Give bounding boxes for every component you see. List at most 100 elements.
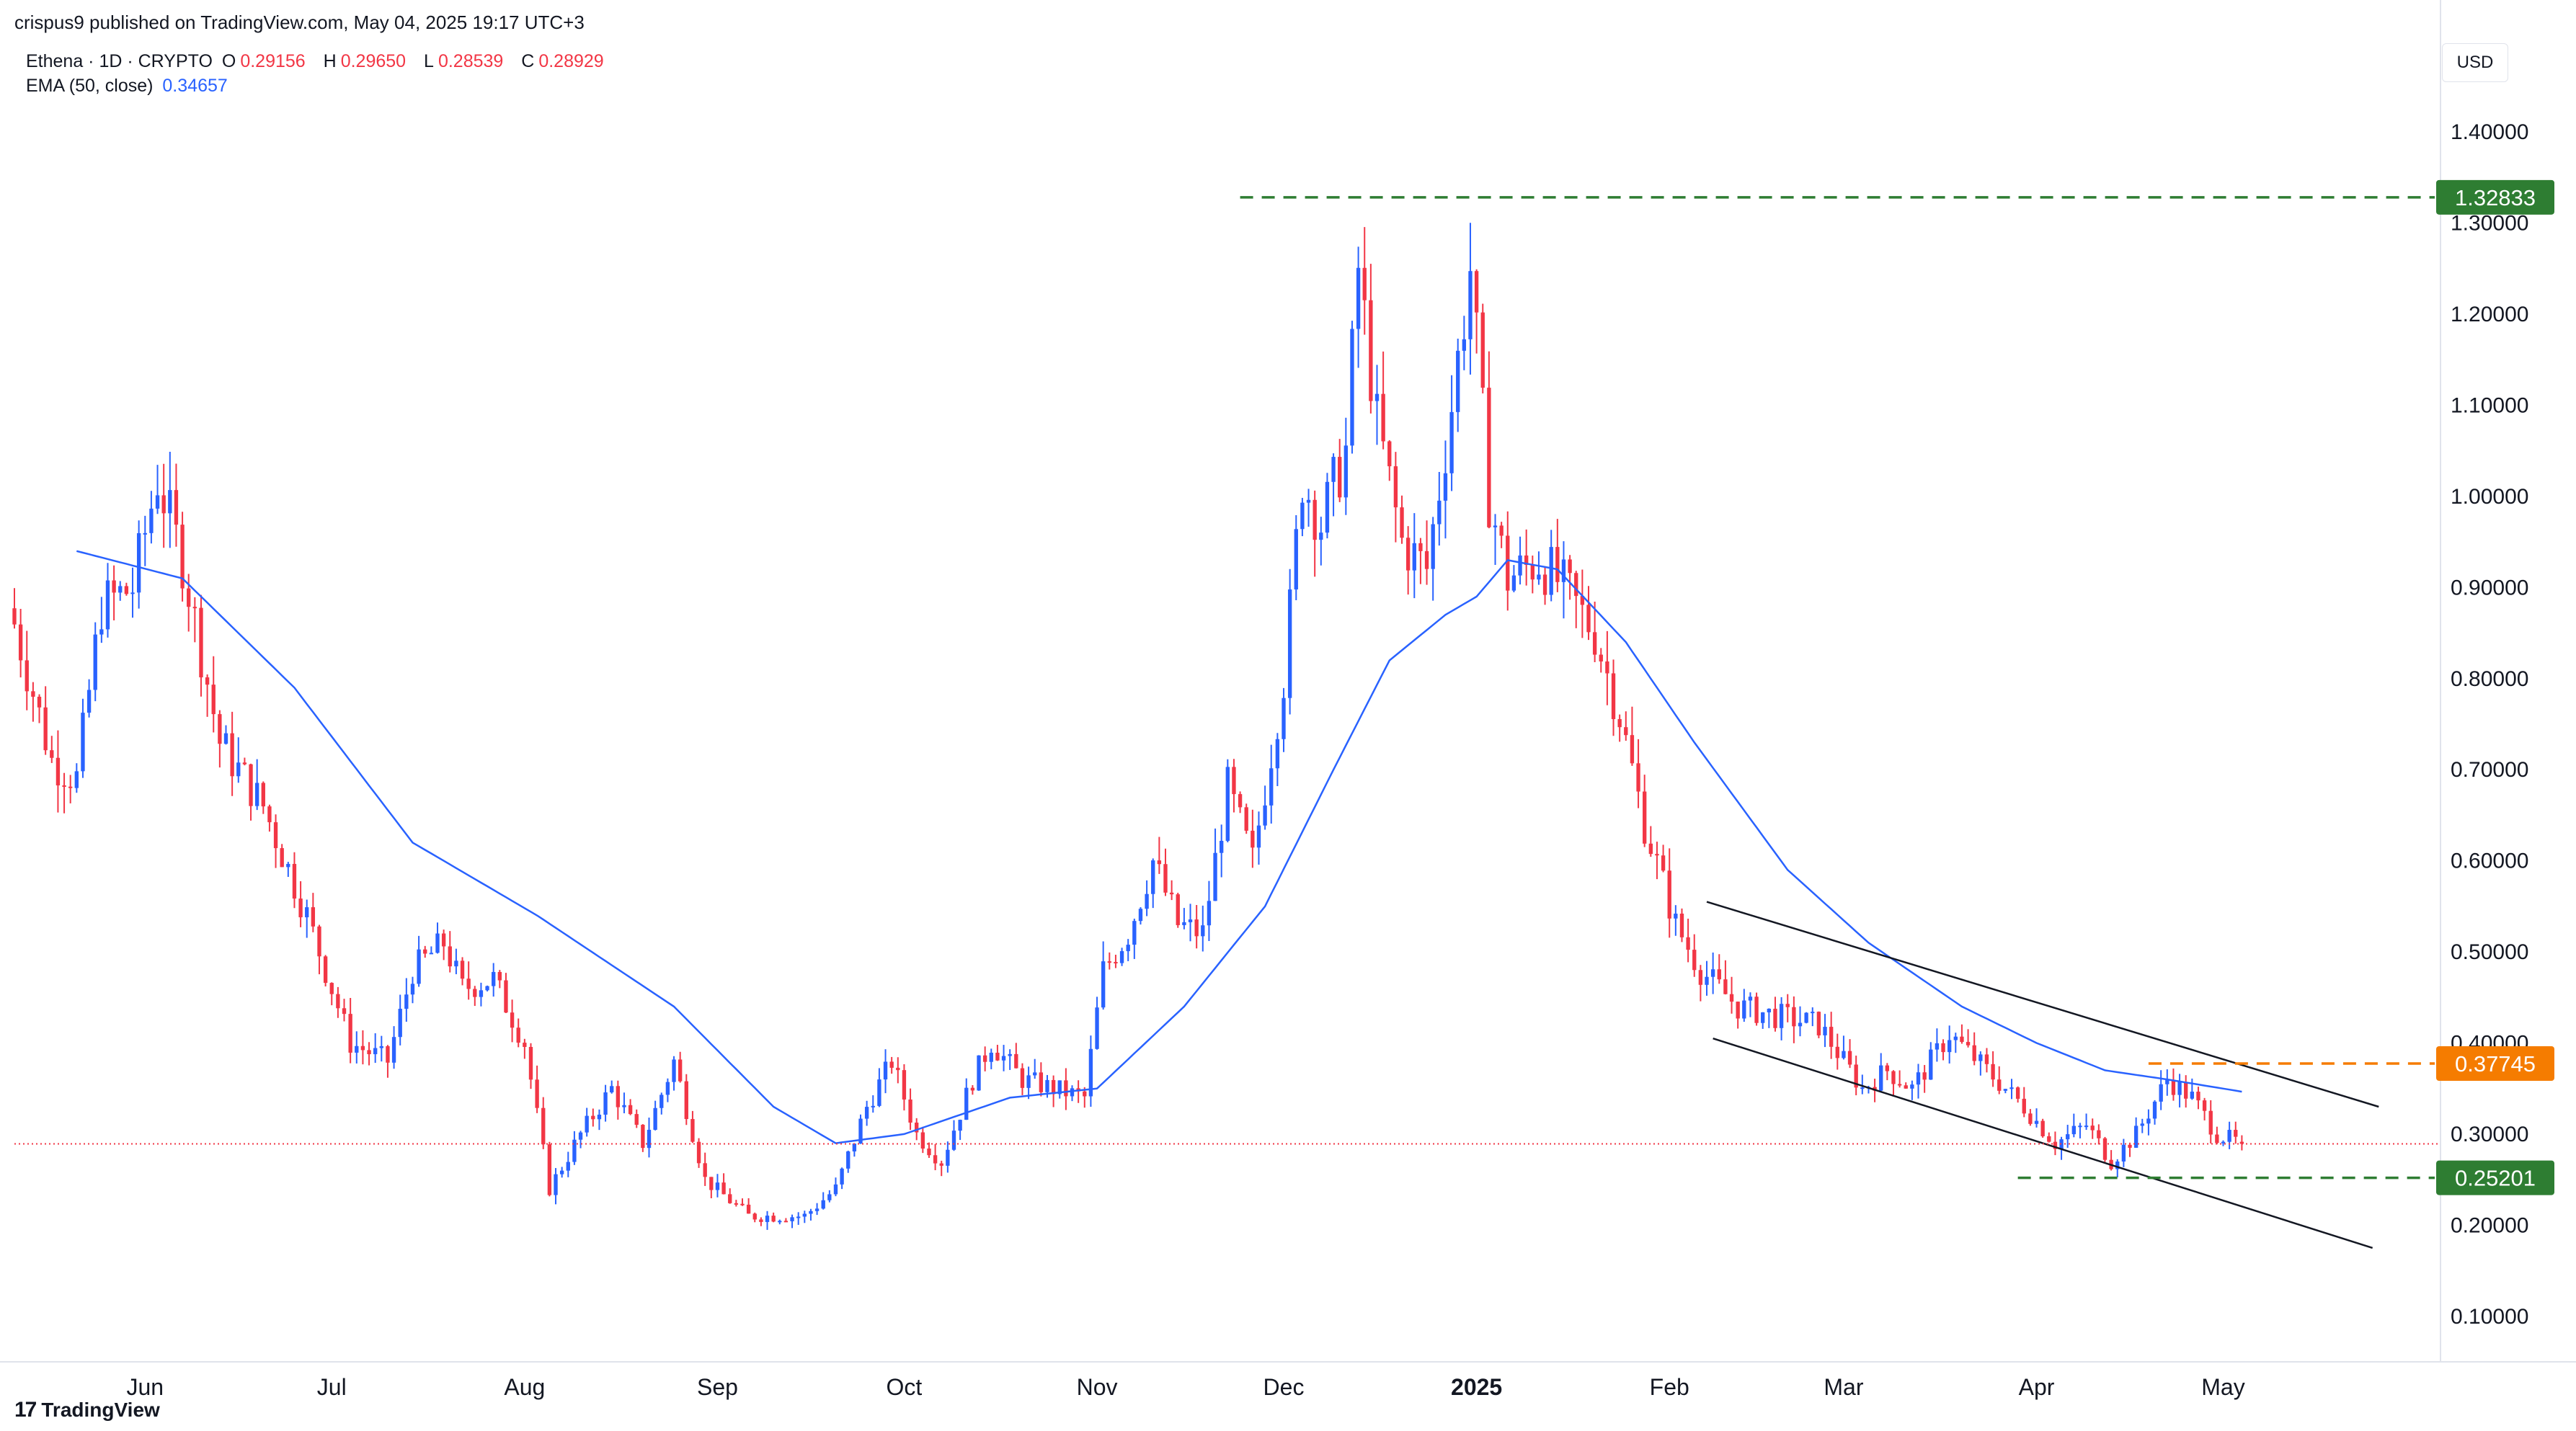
candle-body <box>740 1203 745 1205</box>
candle-body <box>2066 1134 2070 1140</box>
candle-body <box>951 1131 956 1150</box>
candle-body <box>1393 466 1398 508</box>
candle-body <box>355 1046 359 1053</box>
candle-body <box>267 806 272 823</box>
candle-body <box>311 907 316 927</box>
candle-body <box>1997 1079 2002 1091</box>
candle-body <box>659 1095 664 1108</box>
candle-body <box>796 1216 801 1218</box>
candle-body <box>547 1144 552 1195</box>
candle-body <box>2102 1138 2108 1160</box>
candle-body <box>541 1107 546 1145</box>
level-badge-label: 1.32833 <box>2455 185 2536 210</box>
candle-body <box>1176 894 1180 925</box>
candle-body <box>1107 961 1111 963</box>
currency-button[interactable]: USD <box>2442 43 2508 82</box>
tradingview-logo[interactable]: 17 TradingView <box>14 1398 160 1422</box>
candle-body <box>504 980 508 1013</box>
candle-body <box>254 783 259 806</box>
level-badge-label: 0.37745 <box>2455 1051 2536 1076</box>
candle-body <box>1126 945 1130 952</box>
candle-body <box>2028 1113 2033 1124</box>
candle-body <box>1418 543 1423 551</box>
candle-body <box>448 946 452 967</box>
ema-label[interactable]: EMA (50, close) <box>26 76 154 96</box>
candle-body <box>2115 1161 2120 1169</box>
candle-body <box>809 1211 813 1214</box>
candle-body <box>1064 1080 1068 1097</box>
candle-body <box>423 949 427 954</box>
candle-body <box>460 960 465 979</box>
candle-body <box>68 786 73 788</box>
x-tick-label: Jun <box>126 1374 164 1400</box>
tradingview-brand: TradingView <box>41 1399 160 1421</box>
candle-body <box>1592 632 1597 655</box>
candle-body <box>1537 574 1541 580</box>
candle-body <box>305 907 309 918</box>
candle-body <box>211 685 216 715</box>
candle-body <box>1157 860 1162 865</box>
candle-body <box>1792 1007 1796 1027</box>
candle-body <box>1972 1045 1976 1061</box>
candle-body <box>1897 1084 1902 1086</box>
candle-body <box>2227 1130 2231 1142</box>
candle-body <box>1953 1036 1958 1040</box>
candle-body <box>1561 559 1566 582</box>
candle-body <box>1847 1051 1852 1065</box>
candle-body <box>1710 969 1715 977</box>
candle-body <box>765 1216 770 1222</box>
candle-body <box>933 1155 938 1164</box>
candle-body <box>2003 1089 2008 1091</box>
candle-body <box>391 1037 396 1063</box>
candle-body <box>1493 525 1498 527</box>
candle-body <box>1132 921 1137 945</box>
candle-body <box>1568 559 1572 574</box>
candle-body <box>1785 1004 1790 1007</box>
candle-body <box>236 762 241 777</box>
candle-body <box>2234 1130 2238 1137</box>
candle-body <box>883 1061 888 1080</box>
candle-body <box>199 607 203 678</box>
candle-body <box>118 586 123 593</box>
candle-body <box>908 1099 912 1123</box>
candle-body <box>1424 550 1429 569</box>
candle-body <box>2140 1123 2144 1126</box>
candle-body <box>1767 1008 1772 1012</box>
candle-body <box>1674 913 1678 919</box>
tradingview-logo-icon: 17 <box>14 1398 37 1422</box>
candle-body <box>814 1208 820 1211</box>
candle-body <box>790 1217 794 1221</box>
candle-body <box>1350 329 1354 446</box>
candle-body <box>1325 481 1330 533</box>
level-badge-label: 0.25201 <box>2455 1166 2536 1191</box>
candle-body <box>1655 854 1659 856</box>
candle-body <box>696 1141 701 1164</box>
candle-body <box>1020 1068 1025 1088</box>
candle-body <box>223 733 228 744</box>
candle-body <box>1138 909 1143 922</box>
candle-body <box>1387 441 1392 467</box>
candle-body <box>1717 969 1721 980</box>
candle-body <box>55 757 61 785</box>
candle-body <box>597 1114 602 1120</box>
y-tick-label: 0.60000 <box>2451 850 2528 873</box>
candle-body <box>1163 864 1168 893</box>
candle-body <box>939 1163 943 1166</box>
candle-body <box>466 978 471 989</box>
candle-body <box>1033 1072 1037 1076</box>
symbol-label[interactable]: Ethena · 1D · CRYPTO <box>26 51 213 71</box>
candle-body <box>1051 1079 1056 1095</box>
candle-body <box>43 707 48 751</box>
candle-body <box>2196 1092 2200 1101</box>
y-tick-label: 1.40000 <box>2451 120 2528 144</box>
candle-body <box>1269 768 1274 806</box>
candle-body <box>1001 1056 1006 1061</box>
candle-body <box>1879 1065 1883 1091</box>
chart-legend: Ethena · 1D · CRYPTO O 0.29156 H 0.29650 L… <box>26 49 617 98</box>
candle-body <box>1518 555 1522 576</box>
candle-body <box>292 863 297 899</box>
candle-body <box>1487 388 1491 527</box>
candle-body <box>989 1052 993 1062</box>
candle-body <box>871 1105 875 1107</box>
